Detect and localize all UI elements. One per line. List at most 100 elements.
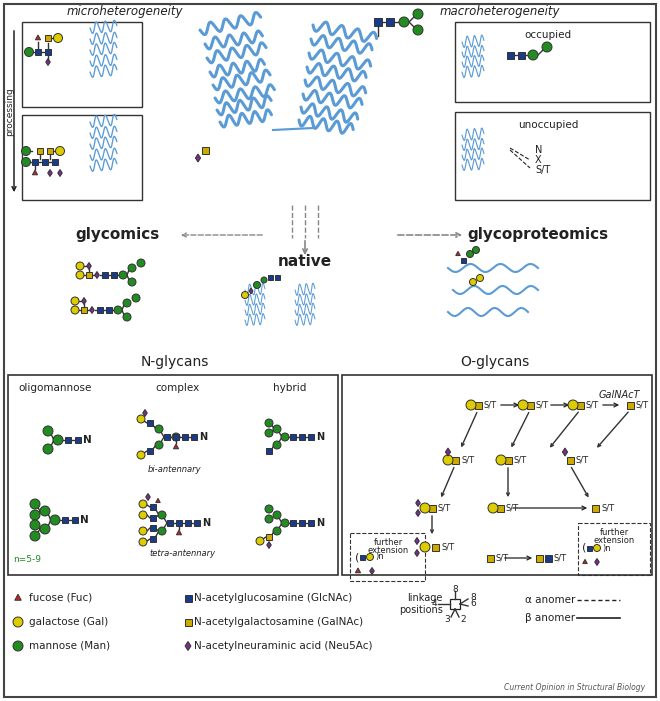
Circle shape	[114, 306, 122, 314]
Circle shape	[128, 264, 136, 272]
Text: N: N	[202, 518, 210, 528]
Bar	[62, 517, 68, 523]
Polygon shape	[355, 568, 360, 573]
Bar	[22, 115, 142, 200]
Circle shape	[261, 277, 267, 283]
Polygon shape	[82, 297, 86, 304]
Bar	[86, 272, 92, 278]
Bar	[37, 148, 43, 154]
Text: glycomics: glycomics	[76, 228, 160, 243]
Bar	[185, 618, 191, 625]
Polygon shape	[57, 170, 62, 177]
Text: native: native	[278, 254, 332, 269]
Text: Current Opinion in Structural Biology: Current Opinion in Structural Biology	[504, 683, 645, 692]
Bar	[432, 543, 438, 550]
Text: N-acetylgalactosamine (GalNAc): N-acetylgalactosamine (GalNAc)	[194, 617, 363, 627]
Text: occupied: occupied	[525, 30, 572, 40]
Circle shape	[158, 527, 166, 535]
Circle shape	[53, 435, 63, 445]
Text: 4: 4	[432, 599, 437, 608]
Bar	[576, 402, 583, 409]
Bar	[451, 456, 459, 463]
Bar	[350, 533, 425, 581]
Bar	[182, 434, 187, 440]
Circle shape	[76, 271, 84, 279]
Text: macroheterogeneity: macroheterogeneity	[440, 6, 560, 18]
Circle shape	[273, 511, 281, 519]
Text: S/T: S/T	[441, 543, 454, 552]
Bar	[47, 148, 53, 154]
Bar	[173, 434, 179, 440]
Circle shape	[593, 545, 601, 552]
Polygon shape	[414, 550, 419, 557]
Bar	[566, 456, 574, 463]
Text: S/T: S/T	[636, 400, 649, 409]
Circle shape	[273, 527, 281, 535]
Polygon shape	[156, 498, 160, 503]
Circle shape	[473, 247, 480, 254]
Circle shape	[22, 147, 30, 156]
Bar	[191, 434, 197, 440]
Bar	[342, 375, 652, 575]
Bar	[266, 534, 272, 540]
Bar	[176, 520, 182, 526]
Text: further: further	[599, 528, 628, 537]
Bar	[35, 49, 41, 55]
Bar	[167, 520, 173, 526]
Polygon shape	[195, 154, 201, 162]
Bar	[290, 434, 296, 440]
Circle shape	[40, 506, 50, 516]
Text: O-glycans: O-glycans	[461, 355, 529, 369]
Circle shape	[43, 444, 53, 454]
Text: processing: processing	[5, 88, 15, 137]
Circle shape	[158, 511, 166, 519]
Bar	[475, 402, 482, 409]
Circle shape	[50, 515, 60, 525]
Circle shape	[139, 527, 147, 535]
Polygon shape	[416, 510, 420, 517]
Text: oligomannose: oligomannose	[18, 383, 92, 393]
Text: N: N	[82, 435, 91, 445]
Text: n=5-9: n=5-9	[13, 555, 41, 564]
Text: glycoproteomics: glycoproteomics	[467, 228, 609, 243]
Polygon shape	[414, 538, 419, 545]
Bar	[299, 434, 305, 440]
Bar	[506, 51, 513, 58]
Text: mannose (Man): mannose (Man)	[29, 641, 110, 651]
Text: X: X	[535, 155, 542, 165]
Circle shape	[22, 158, 30, 167]
Bar	[201, 147, 209, 154]
Bar	[527, 402, 533, 409]
Polygon shape	[370, 568, 374, 575]
Text: S/T: S/T	[438, 503, 451, 512]
Bar	[42, 159, 48, 165]
Polygon shape	[249, 288, 253, 294]
Bar	[517, 51, 525, 58]
Circle shape	[137, 259, 145, 267]
Text: microheterogeneity: microheterogeneity	[67, 6, 183, 18]
Circle shape	[242, 292, 249, 299]
Bar	[360, 554, 364, 559]
Bar	[535, 554, 543, 562]
Circle shape	[55, 147, 65, 156]
Circle shape	[265, 515, 273, 523]
Bar	[45, 35, 51, 41]
Bar	[72, 517, 78, 523]
Text: S/T: S/T	[535, 165, 550, 175]
Text: S/T: S/T	[496, 554, 509, 562]
Text: bi-antennary: bi-antennary	[148, 465, 202, 473]
Bar	[164, 434, 170, 440]
Circle shape	[53, 34, 63, 43]
Circle shape	[30, 510, 40, 520]
Circle shape	[137, 415, 145, 423]
Polygon shape	[267, 541, 271, 548]
Circle shape	[542, 42, 552, 52]
Text: S/T: S/T	[506, 503, 519, 512]
Circle shape	[172, 433, 180, 441]
Circle shape	[399, 17, 409, 27]
Bar	[308, 520, 314, 526]
Bar	[150, 504, 156, 510]
Text: S/T: S/T	[461, 456, 474, 465]
Polygon shape	[86, 262, 91, 269]
Bar	[8, 375, 338, 575]
